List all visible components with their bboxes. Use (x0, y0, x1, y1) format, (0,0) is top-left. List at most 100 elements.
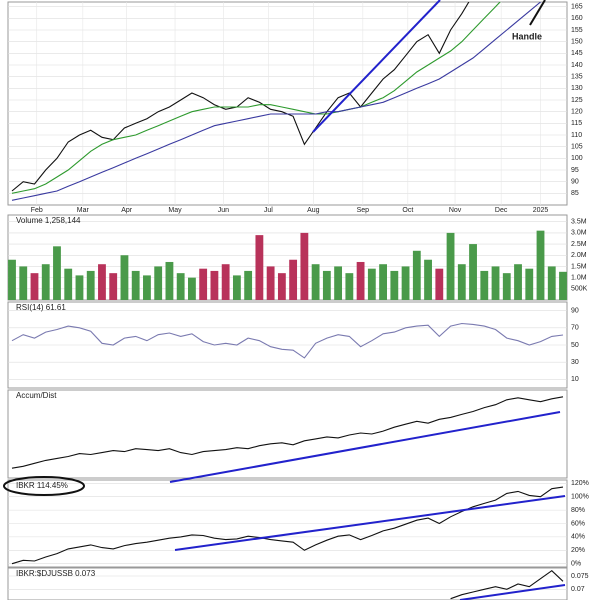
volume-bar (334, 266, 343, 300)
volume-bar (536, 230, 545, 300)
panel-title: IBKR:$DJUSSB 0.073 (16, 569, 96, 578)
x-tick-label: Jun (218, 207, 229, 214)
volume-bar (322, 270, 331, 300)
volume-bar (41, 264, 50, 300)
volume-bar (412, 250, 421, 300)
volume-bar (154, 266, 163, 300)
volume-bar (480, 270, 489, 300)
y-tick-label: 0.07 (571, 586, 585, 593)
volume-bar (266, 266, 275, 300)
series-line (11, 2, 501, 194)
panel-title: IBKR 114.45% (16, 481, 68, 490)
panel: Accum/Dist (7, 389, 568, 479)
y-tick-label: 50 (571, 342, 579, 349)
y-tick-label: 70 (571, 325, 579, 332)
panel: 10 30 50 70 90 RSI(14) 61.61 (7, 301, 579, 389)
volume-bar (514, 264, 522, 300)
volume-bar (199, 268, 208, 300)
series-line (11, 322, 564, 359)
volume-bar (345, 273, 354, 300)
volume-bar (64, 268, 73, 300)
panel: 0% 20% 40% 60% 80% 100% 120% IBKR 114.45% (7, 479, 589, 568)
y-tick-label: 100 (571, 155, 583, 162)
y-tick-label: 1.5M (571, 263, 587, 270)
volume-bar (300, 232, 309, 300)
volume-bar (221, 264, 230, 300)
volume-bar (401, 266, 410, 300)
panel: 85 90 95 100 105 110 115 120 125 130 135 140 145 150 1… (7, 1, 583, 214)
y-tick-label: 0.075 (571, 573, 589, 580)
y-tick-label: 20% (571, 547, 585, 554)
y-tick-label: 0% (571, 560, 581, 567)
x-tick-label: May (168, 207, 182, 214)
volume-bar (120, 255, 129, 300)
volume-bar (367, 268, 376, 300)
volume-bar (232, 275, 241, 300)
y-tick-label: 140 (571, 62, 583, 69)
y-tick-label: 10 (571, 376, 579, 383)
panel-frame (7, 1, 568, 206)
panel: 0.07 0.075 IBKR:$DJUSSB 0.073 (7, 567, 589, 600)
volume-bar (311, 264, 320, 300)
trend-line (174, 495, 566, 551)
volume-bar (131, 270, 140, 300)
x-tick-label: Dec (495, 207, 508, 214)
y-tick-label: 90 (571, 179, 579, 186)
series-line (11, 486, 564, 565)
volume-bar (165, 261, 174, 300)
y-tick-label: 120% (571, 480, 589, 487)
y-tick-label: 110 (571, 132, 582, 139)
volume-bar (176, 273, 185, 300)
volume-bar (19, 266, 28, 300)
x-tick-label: Feb (31, 207, 43, 214)
highlight-oval (3, 476, 85, 496)
panel-title: RSI(14) 61.61 (16, 303, 66, 312)
volume-bar (188, 277, 196, 300)
y-tick-label: 85 (571, 190, 579, 197)
panel-frame (7, 389, 568, 479)
trend-line (459, 584, 566, 600)
volume-bar (289, 259, 298, 300)
volume-bar (98, 264, 106, 300)
y-tick-label: 160 (571, 15, 583, 22)
handle-line (529, 0, 546, 26)
trend-line (312, 0, 441, 133)
volume-bar (143, 275, 151, 300)
y-tick-label: 40% (571, 534, 585, 541)
volume-bar (525, 268, 534, 300)
x-tick-label: Apr (121, 207, 133, 214)
volume-bar (435, 268, 444, 300)
y-tick-label: 2.5M (571, 241, 587, 248)
y-tick-label: 500K (571, 286, 588, 293)
volume-bar (210, 270, 219, 300)
volume-bar (457, 264, 466, 300)
volume-bar (255, 235, 264, 300)
y-tick-label: 3.5M (571, 219, 587, 226)
x-tick-label: 2025 (533, 207, 549, 214)
volume-bar (356, 261, 365, 300)
volume-bar (8, 259, 16, 300)
volume-bar (469, 244, 477, 300)
series-line (11, 396, 564, 469)
x-tick-label: Nov (449, 207, 462, 214)
annotations: Handle (3, 0, 566, 600)
y-tick-label: 3.0M (571, 230, 587, 237)
y-tick-label: 95 (571, 167, 579, 174)
y-tick-label: 165 (571, 4, 583, 11)
y-tick-label: 155 (571, 27, 583, 34)
panel-frame (7, 567, 568, 600)
annotation: Handle (512, 31, 542, 41)
y-tick-label: 30 (571, 359, 579, 366)
series-line (11, 2, 542, 201)
volume-bar (53, 246, 61, 300)
y-tick-label: 135 (571, 74, 583, 81)
panel-title: Accum/Dist (16, 391, 57, 400)
y-tick-label: 1.0M (571, 274, 587, 281)
x-tick-label: Mar (77, 207, 90, 214)
x-tick-label: Sep (357, 207, 370, 214)
volume-bar (75, 275, 84, 300)
volume-bar (379, 264, 387, 300)
y-tick-label: 115 (571, 120, 582, 127)
volume-bar (109, 273, 118, 300)
